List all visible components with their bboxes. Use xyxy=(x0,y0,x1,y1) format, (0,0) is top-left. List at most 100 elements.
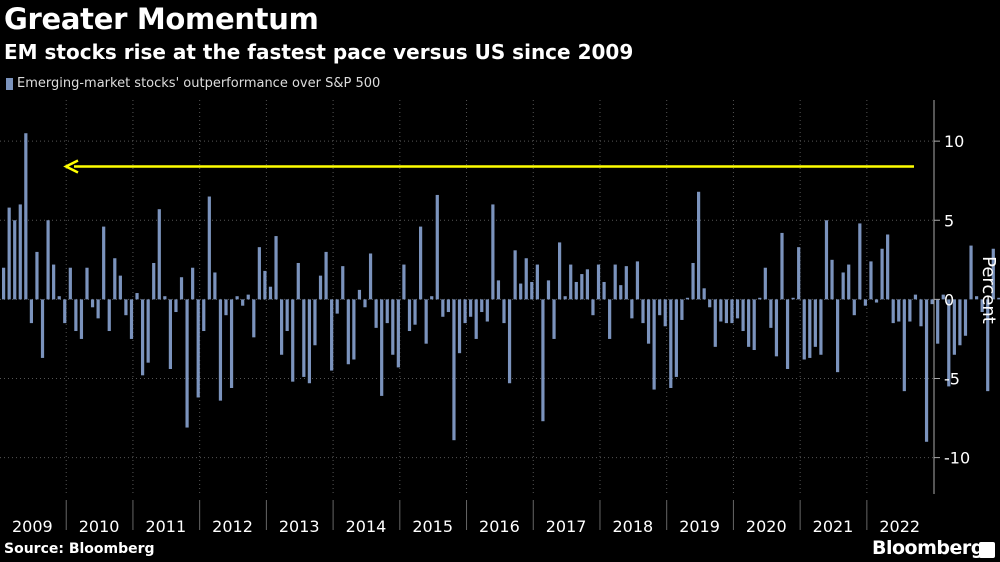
bar xyxy=(847,264,851,300)
bar xyxy=(424,299,428,344)
bar xyxy=(102,226,106,300)
bar xyxy=(24,133,28,300)
bar xyxy=(569,264,573,300)
bar xyxy=(541,299,545,422)
bar xyxy=(830,259,834,300)
bar xyxy=(380,299,384,396)
bar xyxy=(74,299,78,332)
bar xyxy=(936,299,940,344)
bar xyxy=(824,220,829,300)
legend-label: Emerging-market stocks' outperformance o… xyxy=(17,76,381,91)
bar xyxy=(129,299,134,339)
bar xyxy=(513,250,517,300)
bar xyxy=(241,299,245,306)
source-note: Source: Bloomberg xyxy=(4,541,155,557)
x-tick-label: 2020 xyxy=(746,517,787,536)
bar xyxy=(196,299,200,398)
bar xyxy=(986,299,990,392)
bar xyxy=(40,299,45,358)
bar xyxy=(975,296,979,300)
bar xyxy=(263,270,267,300)
bar xyxy=(552,299,556,339)
bar xyxy=(63,299,67,324)
bar xyxy=(897,299,901,322)
bar xyxy=(858,223,862,300)
bar xyxy=(107,299,111,332)
bar xyxy=(296,262,300,300)
bar xyxy=(585,269,589,300)
bar xyxy=(302,299,306,377)
bar xyxy=(785,299,790,369)
x-tick-label: 2012 xyxy=(212,517,253,536)
bar xyxy=(602,281,606,300)
x-tick-label: 2015 xyxy=(412,517,453,536)
bar xyxy=(152,262,156,300)
bar xyxy=(869,261,873,300)
bar xyxy=(313,299,317,346)
y-tick-label: -10 xyxy=(944,449,970,468)
bar xyxy=(213,272,217,300)
bar xyxy=(546,280,551,300)
bar xyxy=(574,281,578,300)
bar xyxy=(346,299,350,365)
x-tick-label: 2013 xyxy=(279,517,320,536)
bar xyxy=(663,299,667,327)
bar xyxy=(813,299,817,347)
bar xyxy=(407,299,412,332)
bar xyxy=(235,296,239,300)
annotation-arrow-head xyxy=(63,159,79,174)
bar xyxy=(391,299,395,355)
bar xyxy=(797,247,801,300)
bar xyxy=(307,299,311,384)
bar xyxy=(680,299,684,320)
bar xyxy=(185,299,189,428)
bar xyxy=(18,204,22,300)
y-tick-label: 5 xyxy=(944,211,954,230)
bar xyxy=(930,299,934,305)
bar xyxy=(435,194,439,300)
bar xyxy=(819,299,823,355)
bar xyxy=(530,281,534,300)
bar xyxy=(708,299,712,308)
bar xyxy=(841,272,845,300)
bar xyxy=(658,299,662,316)
bar xyxy=(385,299,389,324)
bar xyxy=(730,299,734,324)
bar xyxy=(808,299,812,358)
bar xyxy=(135,293,139,300)
bar xyxy=(496,280,501,300)
bar xyxy=(341,266,345,300)
bar xyxy=(691,262,695,300)
bar xyxy=(652,299,656,390)
bar xyxy=(441,299,445,317)
bar xyxy=(941,294,945,300)
bar xyxy=(769,299,773,328)
bar xyxy=(697,191,701,300)
bar xyxy=(908,299,912,322)
bar xyxy=(141,299,145,376)
bar xyxy=(774,299,779,357)
x-tick-label: 2018 xyxy=(612,517,653,536)
bar xyxy=(357,289,362,300)
bar xyxy=(2,267,6,300)
bar xyxy=(852,299,856,316)
bar xyxy=(702,288,706,300)
bar xyxy=(29,299,33,324)
y-tick-label: 10 xyxy=(944,132,964,151)
bar xyxy=(324,251,328,300)
bar xyxy=(291,299,295,382)
bar xyxy=(268,286,273,300)
bar xyxy=(507,299,512,384)
x-tick-label: 2019 xyxy=(679,517,720,536)
bar xyxy=(596,264,601,300)
bar xyxy=(368,253,373,300)
bar xyxy=(591,299,595,316)
bar xyxy=(485,299,489,322)
bar xyxy=(524,258,528,300)
bar xyxy=(174,299,178,313)
bar xyxy=(374,299,378,328)
bar xyxy=(257,247,261,300)
bar xyxy=(13,220,17,300)
bar xyxy=(363,299,367,308)
